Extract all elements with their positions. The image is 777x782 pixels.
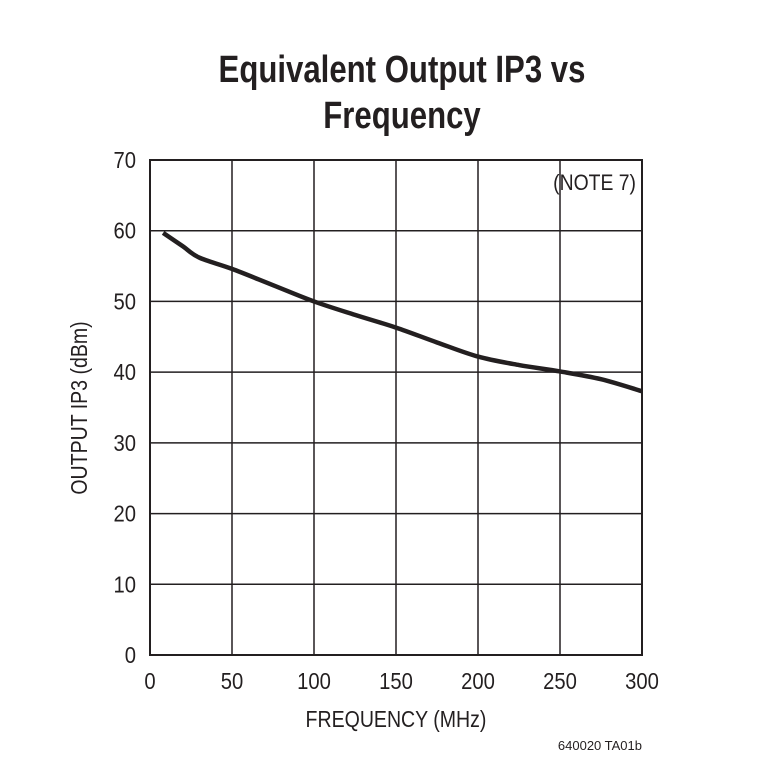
y-tick-label: 40 <box>113 359 136 386</box>
x-tick-label: 150 <box>379 668 413 695</box>
plot-frame <box>149 159 643 656</box>
x-tick-label: 50 <box>221 668 244 695</box>
chart-title-line-1: Equivalent Output IP3 vs <box>219 49 586 91</box>
y-tick-label: 20 <box>113 500 136 527</box>
y-tick-label: 60 <box>113 217 136 244</box>
y-tick-label: 0 <box>125 642 136 669</box>
series-line <box>161 230 643 394</box>
y-tick-label: 30 <box>113 430 136 457</box>
x-tick-labels: 0 50 100 150 200 250 300 <box>144 668 659 695</box>
x-tick-label: 200 <box>461 668 495 695</box>
y-tick-label: 50 <box>113 288 136 315</box>
x-tick-label: 250 <box>543 668 577 695</box>
y-tick-labels: 0 10 20 30 40 50 60 70 <box>113 147 136 669</box>
x-tick-label: 0 <box>144 668 155 695</box>
grid <box>149 159 643 656</box>
y-tick-label: 10 <box>113 571 136 598</box>
note-annotation: (NOTE 7) <box>553 171 636 195</box>
figure-code: 640020 TA01b <box>558 738 642 753</box>
x-tick-label: 100 <box>297 668 331 695</box>
x-axis-label: FREQUENCY (MHz) <box>306 707 487 733</box>
x-tick-label: 300 <box>625 668 659 695</box>
chart-title-line-2: Frequency <box>323 95 481 137</box>
y-axis-label: OUTPUT IP3 (dBm) <box>67 321 93 494</box>
y-tick-label: 70 <box>113 147 136 174</box>
